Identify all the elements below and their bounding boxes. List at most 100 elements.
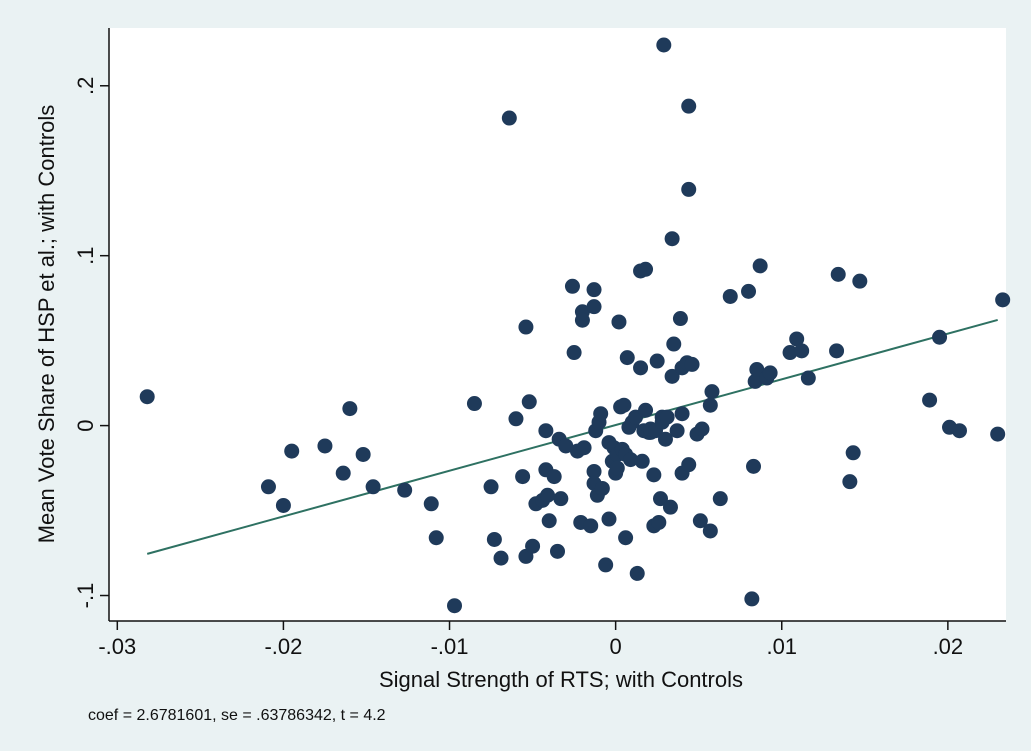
data-point-105 — [684, 356, 700, 372]
data-point-134 — [951, 423, 967, 439]
data-point-36 — [566, 345, 582, 361]
data-point-31 — [550, 543, 565, 559]
data-point-22 — [521, 394, 537, 410]
data-point-129 — [845, 445, 861, 461]
data-point-92 — [662, 499, 678, 515]
data-point-53 — [601, 511, 617, 527]
data-point-76 — [638, 261, 654, 277]
data-point-44 — [586, 299, 602, 315]
data-point-103 — [681, 181, 697, 197]
data-point-132 — [932, 329, 948, 345]
data-point-1 — [260, 479, 276, 495]
data-point-13 — [466, 396, 482, 412]
data-point-119 — [752, 258, 768, 274]
data-point-0 — [139, 389, 155, 405]
data-point-90 — [657, 431, 673, 447]
data-point-104 — [681, 98, 697, 114]
data-point-122 — [782, 345, 798, 361]
data-point-27 — [538, 423, 554, 439]
x-tick-label: -.01 — [431, 634, 469, 659]
data-point-29 — [541, 513, 557, 529]
data-point-4 — [317, 438, 333, 454]
data-point-74 — [634, 453, 650, 469]
data-point-131 — [922, 392, 938, 408]
data-point-19 — [515, 469, 531, 485]
data-point-15 — [486, 531, 502, 547]
data-point-18 — [508, 411, 524, 427]
data-point-116 — [746, 458, 762, 474]
y-tick-label: -.1 — [73, 583, 98, 609]
data-point-7 — [355, 446, 371, 462]
data-point-77 — [638, 402, 654, 418]
data-point-51 — [594, 480, 610, 496]
data-point-111 — [704, 384, 720, 400]
data-point-50 — [593, 406, 609, 422]
data-point-118 — [749, 362, 765, 378]
y-tick-label: 0 — [73, 419, 98, 431]
data-point-110 — [702, 523, 718, 539]
data-point-40 — [574, 312, 590, 328]
data-point-86 — [652, 491, 668, 507]
data-point-91 — [659, 409, 675, 425]
data-point-14 — [483, 479, 499, 495]
data-point-127 — [830, 266, 846, 282]
data-point-95 — [666, 336, 682, 352]
data-point-123 — [789, 331, 805, 347]
data-point-33 — [553, 491, 569, 507]
data-point-89 — [656, 37, 672, 53]
x-axis-label: Signal Strength of RTS; with Controls — [379, 667, 743, 692]
data-point-34 — [558, 438, 574, 454]
data-point-126 — [829, 343, 845, 359]
data-point-17 — [501, 110, 517, 126]
data-point-42 — [583, 518, 599, 534]
data-point-12 — [447, 598, 463, 614]
data-point-85 — [651, 514, 667, 530]
data-point-59 — [609, 460, 625, 476]
data-point-60 — [611, 314, 627, 330]
data-point-2 — [275, 497, 291, 513]
x-tick-label: -.02 — [264, 634, 302, 659]
data-point-117 — [747, 373, 763, 389]
data-point-98 — [674, 406, 690, 422]
regression-note: coef = 2.6781601, se = .63786342, t = 4.… — [88, 707, 386, 724]
data-point-130 — [852, 273, 868, 289]
data-point-30 — [546, 469, 562, 485]
x-tick-label: .02 — [933, 634, 964, 659]
data-point-96 — [669, 423, 685, 439]
data-point-10 — [423, 496, 439, 512]
data-point-72 — [633, 360, 649, 376]
data-point-28 — [540, 487, 556, 503]
data-point-23 — [525, 538, 541, 554]
plot-area — [109, 28, 1006, 621]
data-point-108 — [694, 421, 710, 437]
y-axis-ticks: -.1 0 .1 .2 — [73, 77, 109, 609]
data-point-52 — [598, 557, 614, 573]
data-point-43 — [586, 282, 602, 298]
data-point-112 — [712, 491, 728, 507]
data-point-94 — [664, 231, 680, 247]
data-point-5 — [335, 465, 351, 481]
data-point-63 — [616, 397, 632, 413]
data-point-125 — [800, 370, 816, 386]
data-point-71 — [629, 565, 645, 581]
data-point-135 — [990, 426, 1006, 442]
data-point-35 — [564, 278, 580, 294]
data-point-68 — [623, 452, 639, 468]
data-point-128 — [842, 474, 858, 490]
x-tick-label: .01 — [766, 634, 797, 659]
fit-line-layer — [146, 318, 998, 555]
y-tick-label: .1 — [73, 247, 98, 265]
points-layer — [139, 37, 1011, 614]
y-axis-label: Mean Vote Share of HSP et al.; with Cont… — [34, 105, 59, 544]
data-point-82 — [646, 467, 662, 483]
data-point-115 — [744, 591, 760, 607]
data-point-84 — [649, 353, 665, 369]
y-tick-label: .2 — [73, 77, 98, 95]
data-point-20 — [518, 319, 534, 335]
data-point-102 — [681, 457, 697, 473]
data-point-121 — [762, 365, 778, 381]
data-point-16 — [493, 550, 509, 566]
x-tick-label: -.03 — [98, 634, 136, 659]
x-axis-ticks: -.03 -.02 -.01 0 .01 .02 — [98, 621, 963, 659]
